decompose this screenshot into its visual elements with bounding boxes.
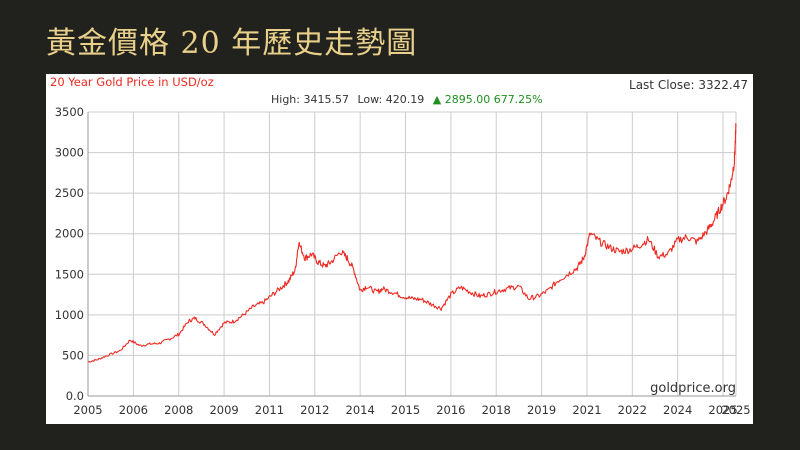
- y-tick-label: 500: [62, 348, 84, 362]
- x-tick-label: 2015: [391, 403, 420, 417]
- x-tick-label: 2021: [572, 403, 601, 417]
- x-tick-label: 2011: [255, 403, 284, 417]
- slide-title: 黃金價格 20 年歷史走勢圖: [46, 26, 418, 61]
- y-tick-label: 1000: [55, 308, 84, 322]
- series-lines: [87, 123, 737, 363]
- change-stat: ▲ 2895.00 677.25%: [433, 93, 543, 106]
- chart-title: 20 Year Gold Price in USD/oz: [50, 75, 214, 89]
- watermark: goldprice.org: [650, 381, 736, 396]
- gold-price-chart: 0.0 500 1000 1500 2000 2500 3000 3500 2005 2006 2…: [46, 74, 753, 424]
- high-stat: High: 3415.57: [271, 93, 349, 106]
- last-close-label: Last Close: 3322.47: [629, 78, 748, 92]
- x-tick-label: 2025: [721, 403, 750, 417]
- x-tick-label: 2012: [300, 403, 329, 417]
- y-tick-label: 0.0: [66, 389, 84, 403]
- y-tick-labels: 0.0 500 1000 1500 2000 2500 3000 3500: [55, 105, 84, 403]
- y-tick-label: 2500: [55, 186, 84, 200]
- x-tick-label: 2008: [164, 403, 193, 417]
- y-tick-label: 3000: [55, 146, 84, 160]
- x-tick-label: 2009: [209, 403, 238, 417]
- gold-price-line: [87, 123, 737, 363]
- high-low-stats: High: 3415.57 Low: 420.19 ▲ 2895.00 677.…: [271, 93, 543, 106]
- low-stat: Low: 420.19: [357, 93, 424, 106]
- x-tick-label: 2022: [618, 403, 647, 417]
- x-tick-label: 2019: [527, 403, 556, 417]
- x-tick-label: 2014: [346, 403, 375, 417]
- y-tick-label: 1500: [55, 267, 84, 281]
- y-tick-label: 3500: [55, 105, 84, 119]
- x-tick-label: 2016: [436, 403, 465, 417]
- x-tick-labels: 2005 2006 2008 2009 2011 2012 2014 2015 2016 2018…: [73, 403, 750, 417]
- x-tick-label: 2024: [663, 403, 692, 417]
- x-tick-label: 2025: [708, 403, 737, 417]
- x-tick-label: 2006: [119, 403, 148, 417]
- grid-layer: [87, 111, 737, 397]
- y-tick-label: 2000: [55, 227, 84, 241]
- x-tick-label: 2018: [482, 403, 511, 417]
- x-tick-label: 2005: [73, 403, 102, 417]
